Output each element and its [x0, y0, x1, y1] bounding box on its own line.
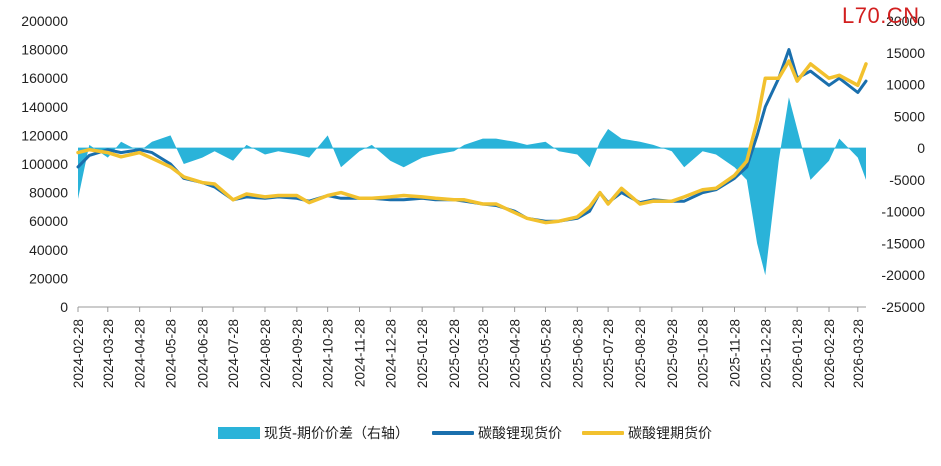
x-tick-label: 2025-02-28: [447, 319, 462, 388]
x-tick-label: 2024-04-28: [133, 319, 148, 388]
x-tick-label: 2026-01-28: [790, 319, 805, 388]
left-tick-label: 0: [60, 299, 68, 315]
left-tick-label: 60000: [29, 213, 68, 229]
legend-label-futures: 碳酸锂期货价: [628, 426, 712, 442]
spot-price-line: [76, 48, 868, 223]
x-tick-label: 2025-06-28: [570, 319, 585, 388]
right-tick-label: 20000: [886, 13, 925, 29]
legend-swatch-spread: [218, 427, 260, 439]
right-tick-label: -10000: [881, 204, 925, 220]
legend-item-spread: 现货-期价价差（右轴）: [218, 422, 409, 444]
x-tick-label: 2024-12-28: [383, 319, 398, 388]
left-tick-label: 180000: [21, 42, 68, 58]
x-tick-label: 2024-03-28: [101, 319, 116, 388]
legend-label-spread: 现货-期价价差（右轴）: [264, 426, 410, 442]
right-tick-label: -5000: [889, 172, 925, 188]
futures-price-line: [76, 59, 868, 225]
x-tick-label: 2024-06-28: [195, 319, 210, 388]
x-tick-label: 2024-08-28: [258, 319, 273, 388]
right-axis: -25000 -20000 -15000 -10000 -5000 0 5000 10000 1…: [881, 13, 925, 315]
legend-swatch-futures: [582, 431, 624, 435]
right-tick-label: -15000: [881, 235, 925, 251]
left-tick-label: 40000: [29, 242, 68, 258]
right-tick-label: 10000: [886, 77, 925, 93]
legend-item-futures: 碳酸锂期货价: [582, 422, 712, 444]
x-tick-label: 2024-05-28: [163, 319, 178, 388]
x-tick-label: 2025-03-28: [476, 319, 491, 388]
x-tick-label: 2025-12-28: [758, 319, 773, 388]
left-tick-label: 80000: [29, 185, 68, 201]
x-tick-label: 2025-09-28: [665, 319, 680, 388]
right-tick-label: 0: [917, 140, 925, 156]
left-axis: 0 20000 40000 60000 80000 100000 120000 140000 1…: [21, 13, 68, 315]
watermark-logo: L70.CN: [842, 3, 920, 28]
legend-label-spot: 碳酸锂现货价: [478, 426, 562, 442]
legend-swatch-spot: [432, 431, 474, 435]
left-tick-label: 140000: [21, 99, 68, 115]
right-tick-label: 5000: [894, 108, 925, 124]
left-tick-label: 100000: [21, 156, 68, 172]
x-tick-label: 2025-11-28: [727, 319, 742, 387]
price-lines-layer: [76, 48, 868, 225]
x-tick-label: 2025-01-28: [415, 319, 430, 388]
x-tick-label: 2026-02-28: [822, 319, 837, 388]
left-tick-label: 120000: [21, 127, 68, 143]
x-tick-label: 2024-02-28: [71, 319, 86, 388]
spread-area: [78, 97, 866, 276]
x-tick-label: 2024-10-28: [321, 319, 336, 388]
right-tick-label: 15000: [886, 45, 925, 61]
x-axis: 2024-02-28 2024-03-28 2024-04-28 2024-05-28…: [71, 306, 866, 388]
x-tick-label: 2025-07-28: [601, 319, 616, 388]
left-tick-label: 20000: [29, 270, 68, 286]
x-tick-label: 2025-10-28: [696, 319, 711, 388]
spread-area-layer: [78, 97, 866, 276]
x-tick-label: 2025-08-28: [633, 319, 648, 388]
right-tick-label: -20000: [881, 267, 925, 283]
left-tick-label: 200000: [21, 13, 68, 29]
x-tick-label: 2025-04-28: [508, 319, 523, 388]
legend-item-spot: 碳酸锂现货价: [432, 422, 562, 444]
right-tick-label: -25000: [881, 299, 925, 315]
x-tick-label: 2024-07-28: [226, 319, 241, 388]
x-tick-label: 2025-05-28: [538, 319, 553, 388]
left-tick-label: 160000: [21, 70, 68, 86]
x-tick-label: 2024-11-28: [353, 319, 368, 387]
x-tick-label: 2024-09-28: [290, 319, 305, 388]
x-tick-label: 2026-03-28: [851, 319, 866, 388]
legend: 现货-期价价差（右轴） 碳酸锂现货价 碳酸锂期货价: [0, 422, 941, 444]
